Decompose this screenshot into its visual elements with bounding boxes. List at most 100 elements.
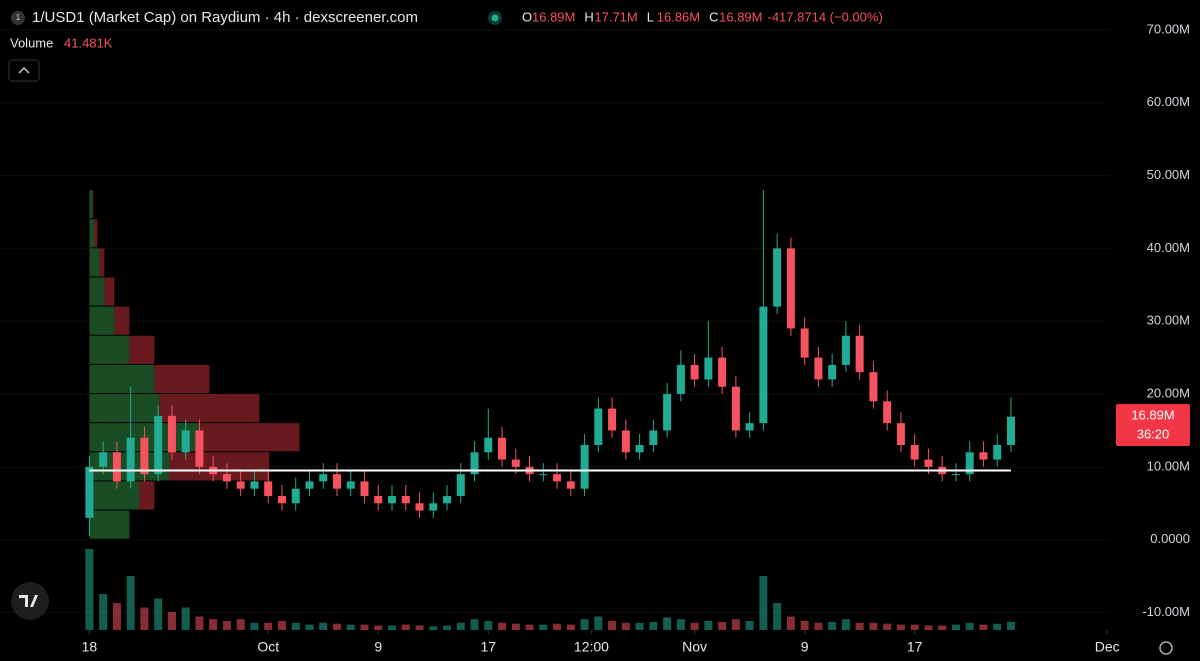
- volume-bar: [401, 624, 410, 630]
- candle-body: [277, 495, 286, 504]
- volume-bar: [539, 624, 548, 630]
- volume-bar: [167, 612, 176, 630]
- candle-body: [332, 474, 341, 489]
- volume-bar: [332, 623, 341, 630]
- volume-bar: [429, 626, 438, 630]
- candle-body: [140, 437, 149, 475]
- profile-buy: [89, 510, 130, 539]
- candle-body: [154, 415, 163, 475]
- candle-body: [580, 445, 589, 489]
- volume-bar: [236, 619, 245, 630]
- volume-bar: [181, 607, 190, 630]
- ohlc-key: H: [584, 9, 593, 24]
- candle-body: [718, 357, 727, 387]
- volume-bar: [140, 607, 149, 630]
- candle-body: [745, 423, 754, 431]
- volume-bar: [731, 619, 740, 630]
- y-tick-label: 50.00M: [1147, 167, 1190, 182]
- collapse-button[interactable]: [8, 59, 40, 82]
- volume-value: 41.481K: [64, 35, 113, 50]
- y-tick-label: 60.00M: [1147, 94, 1190, 109]
- ohlc-value: 16.89M: [532, 9, 575, 24]
- candle-body: [869, 372, 878, 402]
- volume-bar: [594, 616, 603, 630]
- candle-body: [608, 408, 617, 431]
- x-tick-label: Nov: [682, 639, 707, 655]
- symbol-icon: [11, 11, 25, 25]
- volume-label: Volume: [10, 35, 53, 50]
- price-tag-countdown: 36:20: [1137, 426, 1170, 441]
- y-tick-label: 10.00M: [1147, 458, 1190, 473]
- volume-bar: [828, 621, 837, 630]
- ohlc-value: 16.86M: [657, 9, 700, 24]
- candle-body: [965, 452, 974, 475]
- volume-bar: [360, 624, 369, 630]
- volume-bar: [814, 622, 823, 630]
- candle-body: [649, 430, 658, 446]
- profile-sell: [104, 277, 115, 306]
- plot-layer: [85, 190, 1015, 630]
- volume-bar: [759, 576, 768, 630]
- candle-body: [731, 386, 740, 431]
- candle-body: [126, 437, 135, 482]
- volume-bar: [993, 623, 1002, 630]
- x-tick-label: 9: [801, 639, 809, 655]
- candle-body: [594, 408, 603, 446]
- ohlc-key: O: [522, 9, 532, 24]
- candle-body: [374, 495, 383, 504]
- volume-bar: [195, 616, 204, 630]
- volume-bar: [222, 621, 231, 630]
- profile-sell: [159, 394, 260, 423]
- y-tick-label: 40.00M: [1147, 240, 1190, 255]
- volume-bar: [649, 621, 658, 630]
- volume-bar: [704, 621, 713, 630]
- profile-sell: [129, 335, 155, 364]
- candle-body: [800, 328, 809, 358]
- profile-sell: [94, 219, 98, 248]
- candle-body: [1006, 416, 1015, 446]
- volume-bar: [456, 622, 465, 630]
- candle-body: [773, 248, 782, 307]
- candle-body: [814, 357, 823, 380]
- volume-bar: [264, 622, 273, 630]
- volume-bar: [621, 622, 630, 630]
- profile-buy: [89, 219, 95, 248]
- profile-sell: [99, 248, 105, 277]
- profile-buy: [89, 248, 100, 277]
- volume-bar: [635, 622, 644, 630]
- volume-bar: [291, 622, 300, 630]
- ohlc-value: 16.89M: [719, 9, 762, 24]
- candle-body: [951, 474, 960, 476]
- candle-body: [401, 495, 410, 504]
- candle-body: [181, 430, 190, 453]
- settings-button[interactable]: [1159, 641, 1173, 655]
- candle-body: [236, 481, 245, 489]
- candle-body: [470, 452, 479, 475]
- candle-body: [456, 474, 465, 496]
- candle-body: [484, 437, 493, 453]
- volume-bar: [938, 625, 947, 630]
- candle-body: [498, 437, 507, 460]
- tv-logo[interactable]: [11, 582, 49, 620]
- volume-bar: [580, 619, 589, 630]
- volume-bar: [553, 623, 562, 630]
- volume-bar: [443, 625, 452, 630]
- profile-sell: [114, 306, 130, 335]
- volume-bar: [979, 624, 988, 630]
- volume-bar: [676, 619, 685, 630]
- price-tag-value: 16.89M: [1131, 407, 1174, 422]
- ohlc-change: -417.8714 (−0.00%): [768, 9, 883, 24]
- candle-body: [167, 415, 176, 453]
- candle-body: [222, 474, 231, 482]
- volume-bar: [786, 616, 795, 630]
- volume-bar: [965, 622, 974, 630]
- volume-bar: [566, 624, 575, 630]
- candle-body: [841, 335, 850, 365]
- candle-body: [346, 481, 355, 489]
- ohlc-key: L: [647, 9, 654, 24]
- symbol-icon-text: 1: [16, 13, 21, 22]
- candle-body: [99, 452, 108, 467]
- volume-bar: [209, 619, 218, 630]
